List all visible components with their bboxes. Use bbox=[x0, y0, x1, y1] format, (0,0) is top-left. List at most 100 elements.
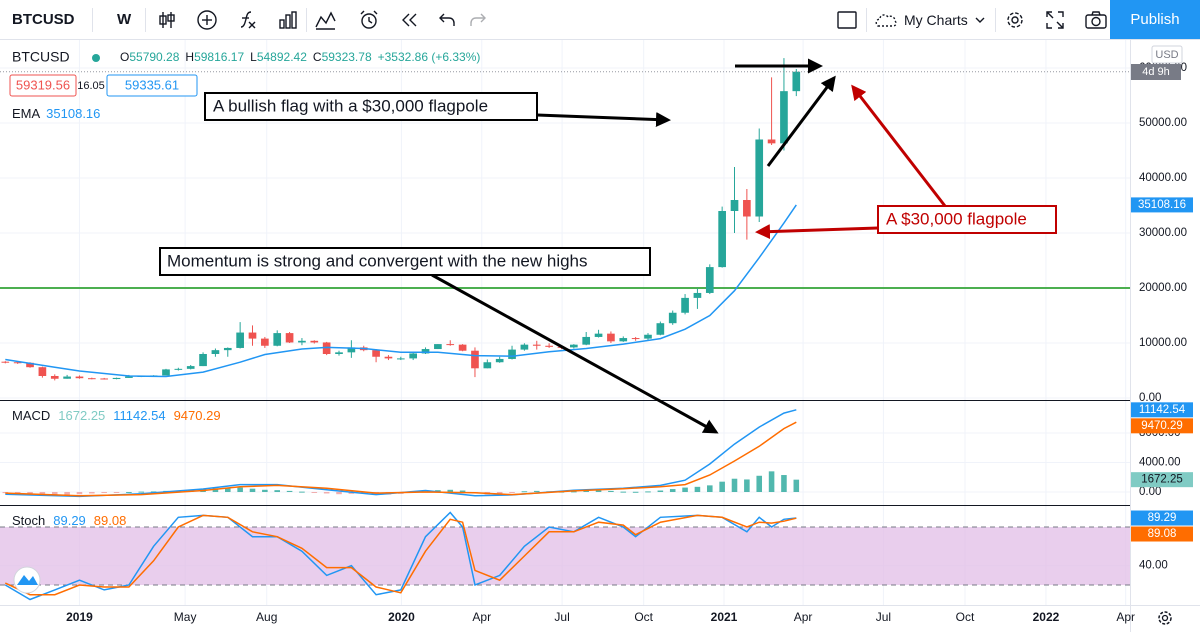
candle-body bbox=[335, 352, 343, 354]
candle-body bbox=[273, 333, 282, 346]
x-tick-label: 2021 bbox=[711, 610, 738, 624]
histogram-bar bbox=[521, 491, 528, 493]
candle-body bbox=[520, 344, 529, 350]
countdown-box bbox=[1131, 64, 1181, 80]
symbol[interactable]: BTCUSD bbox=[12, 11, 75, 28]
y-tick-label: 0.00 bbox=[1139, 392, 1161, 404]
ohlc-label: C bbox=[313, 50, 322, 64]
fullscreen-toggle[interactable] bbox=[836, 0, 858, 39]
ohlc-label: L bbox=[250, 50, 257, 64]
candle-body bbox=[125, 376, 133, 378]
indicator-value: 11142.54 bbox=[113, 408, 165, 423]
candle-body bbox=[87, 378, 96, 380]
settings-icon[interactable] bbox=[1004, 0, 1026, 39]
currency-box[interactable] bbox=[1151, 45, 1183, 64]
histogram-bar bbox=[262, 489, 268, 492]
interval[interactable]: W bbox=[117, 11, 132, 28]
histogram-bar bbox=[336, 491, 342, 495]
candle-body bbox=[656, 323, 665, 335]
candle-body bbox=[347, 347, 356, 353]
candle-body bbox=[631, 338, 640, 340]
histogram-bar bbox=[459, 490, 466, 492]
fullscreen-icon[interactable] bbox=[1044, 0, 1066, 39]
line-tools-icon[interactable] bbox=[314, 0, 336, 39]
countdown: 4d 9h bbox=[1142, 66, 1170, 78]
legend-indicator: EMA 35108.16 bbox=[12, 106, 100, 121]
indicator-value: 89.08 bbox=[94, 513, 127, 528]
alert-icon[interactable] bbox=[357, 0, 381, 39]
candle-body bbox=[1, 361, 10, 363]
status-dot bbox=[92, 54, 100, 62]
candle-body bbox=[693, 292, 702, 298]
candle-body bbox=[495, 358, 504, 363]
indicator-name: MACD bbox=[12, 408, 50, 423]
candle-body bbox=[755, 139, 764, 217]
annotation-text: A bullish flag with a $30,000 flagpole bbox=[213, 96, 488, 115]
candle-body bbox=[471, 350, 479, 369]
candle-body bbox=[730, 199, 739, 211]
candle-body bbox=[582, 336, 591, 345]
histogram-bar bbox=[150, 491, 157, 493]
x-tick-label: May bbox=[174, 610, 197, 624]
histogram-bar bbox=[768, 471, 775, 492]
price-tag-label: 35108.16 bbox=[1138, 199, 1186, 211]
ohlc-value: 59323.78 bbox=[322, 50, 372, 64]
snapshot-icon[interactable] bbox=[1084, 0, 1108, 39]
legend-indicator: MACD 1672.25 11142.54 9470.29 bbox=[12, 408, 221, 423]
candle-body bbox=[619, 338, 628, 342]
histogram-bar bbox=[694, 486, 701, 492]
separator bbox=[92, 8, 93, 32]
candle-body bbox=[483, 362, 492, 369]
undo-icon[interactable] bbox=[437, 0, 457, 39]
band-fill bbox=[0, 526, 1130, 586]
settings-icon[interactable] bbox=[1158, 611, 1172, 625]
currency[interactable]: USD bbox=[1155, 49, 1178, 61]
y-tick-label: 10000.00 bbox=[1139, 337, 1187, 349]
candle-body bbox=[199, 353, 207, 367]
histogram-bar bbox=[64, 491, 70, 495]
candle-body bbox=[644, 334, 652, 339]
histogram-bar bbox=[311, 491, 318, 493]
indicator-name: EMA bbox=[12, 106, 41, 121]
ask-box[interactable] bbox=[106, 74, 198, 97]
bid-box[interactable] bbox=[9, 74, 77, 97]
ohlc-value: 54892.42 bbox=[257, 50, 307, 64]
indicator-value: 1672.25 bbox=[58, 408, 105, 423]
redo-icon[interactable] bbox=[468, 0, 488, 39]
price-tag-label: 11142.54 bbox=[1139, 404, 1186, 416]
series-line bbox=[4, 514, 797, 596]
candle-body bbox=[75, 376, 84, 379]
bid[interactable]: 59319.56 bbox=[16, 77, 70, 92]
annotation-text: Momentum is strong and convergent with t… bbox=[167, 251, 588, 270]
series-line bbox=[5, 421, 797, 497]
indicators-icon[interactable] bbox=[236, 0, 258, 39]
histogram-bar bbox=[138, 491, 145, 493]
candle-body bbox=[446, 344, 455, 346]
series-line bbox=[5, 204, 797, 378]
histogram-bar bbox=[608, 490, 614, 492]
replay-icon[interactable] bbox=[398, 0, 420, 39]
ohlc-value: 59816.17 bbox=[194, 50, 244, 64]
layout-name[interactable]: My Charts bbox=[904, 11, 968, 28]
toolbar: BTCUSD W My Charts Publish bbox=[0, 0, 1200, 40]
compare-icon[interactable] bbox=[196, 0, 218, 39]
candle-body bbox=[162, 369, 170, 376]
histogram-bar bbox=[323, 491, 330, 494]
publish-button[interactable]: Publish bbox=[1110, 0, 1200, 39]
histogram-bar bbox=[707, 485, 713, 492]
histogram-bar bbox=[237, 487, 243, 492]
chart-type-icon[interactable] bbox=[157, 0, 177, 39]
histogram-bar bbox=[2, 491, 9, 494]
candle-body bbox=[396, 358, 405, 360]
candle-body bbox=[372, 350, 380, 357]
x-tick-label: Apr bbox=[794, 610, 813, 624]
histogram-bar bbox=[286, 490, 293, 492]
candle-body bbox=[112, 377, 121, 380]
layout-menu[interactable]: My Charts bbox=[872, 0, 986, 39]
ask[interactable]: 59335.61 bbox=[125, 77, 179, 92]
candle-body bbox=[434, 344, 442, 350]
templates-icon[interactable] bbox=[277, 0, 299, 39]
y-tick-label: 40000.00 bbox=[1139, 172, 1187, 184]
histogram-bar bbox=[299, 491, 305, 493]
